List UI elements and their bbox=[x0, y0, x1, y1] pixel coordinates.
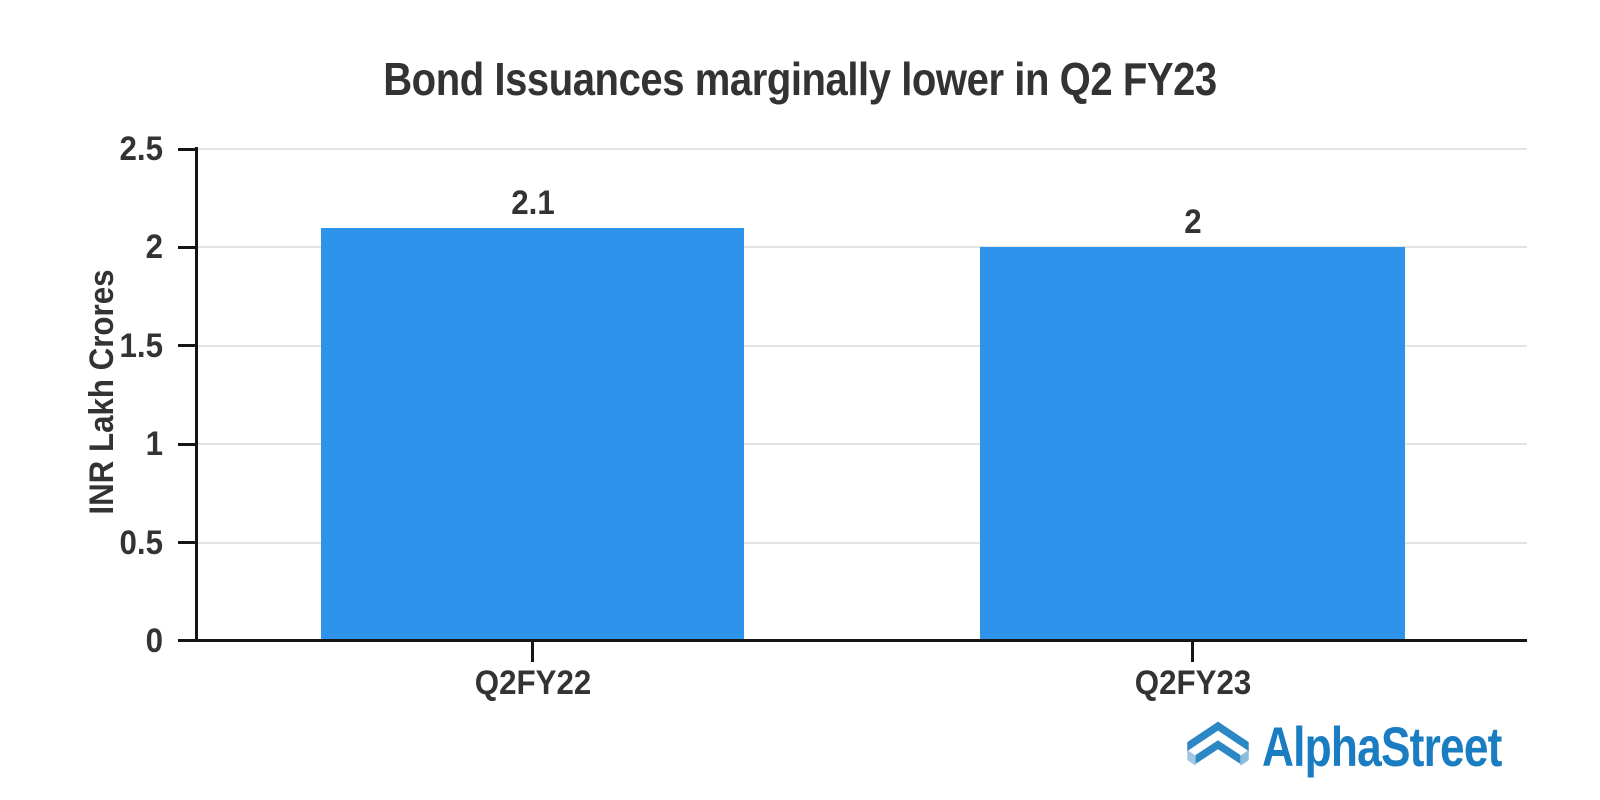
bar bbox=[321, 228, 744, 641]
alphastreet-logo: AlphaStreet bbox=[1186, 712, 1526, 782]
y-tick-label: 1.5 bbox=[119, 326, 163, 365]
y-tick bbox=[178, 442, 195, 446]
y-axis-title: INR Lakh Crores bbox=[83, 269, 121, 515]
bar bbox=[980, 247, 1405, 641]
y-tick bbox=[178, 147, 195, 151]
x-tick-label: Q2FY23 bbox=[1134, 664, 1251, 702]
y-tick bbox=[178, 245, 195, 249]
gridline bbox=[198, 246, 1527, 249]
y-tick bbox=[178, 541, 195, 545]
x-tick-label: Q2FY22 bbox=[474, 664, 591, 702]
y-tick-label: 0.5 bbox=[119, 523, 163, 562]
y-tick bbox=[178, 344, 195, 348]
gridline bbox=[198, 344, 1527, 347]
y-tick-label: 0 bbox=[145, 622, 163, 660]
y-axis-line bbox=[195, 147, 198, 641]
y-tick-label: 2.5 bbox=[119, 130, 163, 168]
gridline bbox=[198, 443, 1527, 446]
y-tick-label: 1 bbox=[145, 425, 163, 464]
x-tick bbox=[1191, 641, 1194, 662]
x-tick bbox=[531, 641, 534, 662]
bar-value-label: 2 bbox=[1183, 203, 1202, 241]
bar-value-label: 2.1 bbox=[510, 184, 555, 222]
alphastreet-logo-text: AlphaStreet bbox=[1262, 715, 1502, 778]
alphastreet-logo-icon bbox=[1187, 721, 1249, 766]
plot-area bbox=[198, 148, 1527, 641]
gridline bbox=[198, 541, 1527, 544]
x-axis-line bbox=[178, 639, 1527, 642]
chart-title: Bond Issuances marginally lower in Q2 FY… bbox=[383, 53, 1217, 105]
y-tick-label: 2 bbox=[145, 228, 163, 267]
gridline bbox=[198, 148, 1527, 150]
